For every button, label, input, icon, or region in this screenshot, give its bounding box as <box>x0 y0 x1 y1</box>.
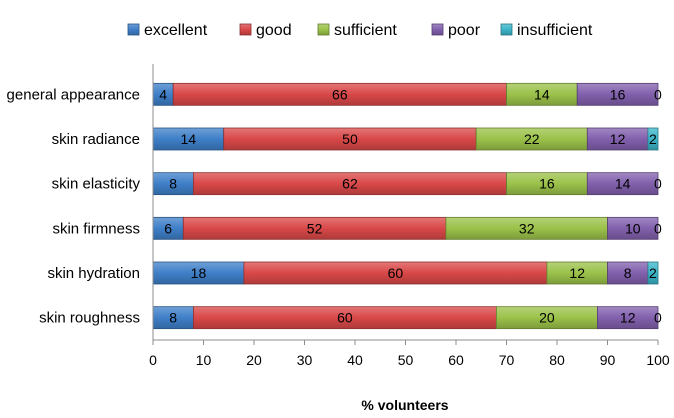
value-label-skin-elasticity-excellent: 8 <box>169 176 177 192</box>
value-label-skin-roughness-sufficient: 20 <box>539 310 555 326</box>
bar-skin-elasticity-poor <box>586 172 659 196</box>
legend-label-insufficient: insufficient <box>517 22 593 39</box>
value-label-skin-hydration-excellent: 18 <box>191 265 207 281</box>
value-label-skin-roughness-poor: 12 <box>620 310 636 326</box>
value-label-skin-roughness-excellent: 8 <box>169 310 177 326</box>
x-tick-label-50: 50 <box>398 352 414 368</box>
value-label-skin-firmness-good: 52 <box>307 220 323 236</box>
value-label-skin-hydration-sufficient: 12 <box>569 265 585 281</box>
legend-label-sufficient: sufficient <box>334 22 397 39</box>
legend-label-excellent: excellent <box>144 22 208 39</box>
value-label-skin-radiance-poor: 12 <box>610 131 626 147</box>
value-label-general-appearance-good: 66 <box>332 86 348 102</box>
legend-swatch-sufficient <box>317 23 330 36</box>
value-label-skin-firmness-excellent: 6 <box>164 220 172 236</box>
x-tick-label-100: 100 <box>646 352 670 368</box>
value-label-skin-elasticity-poor: 14 <box>615 176 631 192</box>
legend-swatch-poor <box>431 23 444 36</box>
value-label-skin-elasticity-sufficient: 16 <box>539 176 555 192</box>
legend-label-good: good <box>256 22 292 39</box>
x-tick-label-10: 10 <box>196 352 212 368</box>
legend-label-poor: poor <box>448 22 481 39</box>
x-axis: 0 10 20 30 40 50 60 70 80 90 100 <box>149 64 670 368</box>
x-tick-label-30: 30 <box>297 352 313 368</box>
value-label-skin-firmness-sufficient: 32 <box>519 220 535 236</box>
plot-area: general appearance 4 66 14 16 0 skin radiance 1… <box>7 82 662 330</box>
value-label-skin-radiance-excellent: 14 <box>181 131 197 147</box>
value-label-skin-firmness-poor: 10 <box>625 220 641 236</box>
value-label-skin-elasticity-good: 62 <box>342 176 358 192</box>
value-label-skin-roughness-insufficient: 0 <box>654 310 662 326</box>
value-label-skin-radiance-good: 50 <box>342 131 358 147</box>
legend-swatch-insufficient <box>500 23 513 36</box>
bar-skin-roughness-poor <box>597 306 659 330</box>
legend: excellent good sufficient poor insufficient <box>127 22 593 39</box>
category-label-general-appearance: general appearance <box>7 86 140 103</box>
category-label-skin-hydration: skin hydration <box>47 265 140 282</box>
value-label-skin-hydration-insufficient: 2 <box>649 265 657 281</box>
legend-swatch-excellent <box>127 23 140 36</box>
category-label-skin-elasticity: skin elasticity <box>52 176 141 193</box>
value-label-skin-firmness-insufficient: 0 <box>654 220 662 236</box>
value-label-skin-roughness-good: 60 <box>337 310 353 326</box>
x-tick-label-70: 70 <box>499 352 515 368</box>
category-label-skin-roughness: skin roughness <box>39 310 140 327</box>
x-tick-label-40: 40 <box>347 352 363 368</box>
bar-skin-radiance-insufficient <box>647 127 659 151</box>
legend-swatch-good <box>239 23 252 36</box>
value-label-skin-hydration-poor: 8 <box>624 265 632 281</box>
bar-general-appearance-poor <box>576 82 659 106</box>
value-label-general-appearance-insufficient: 0 <box>654 86 662 102</box>
value-label-skin-radiance-insufficient: 2 <box>649 131 657 147</box>
value-label-general-appearance-poor: 16 <box>610 86 626 102</box>
value-label-general-appearance-excellent: 4 <box>159 86 167 102</box>
x-tick-label-60: 60 <box>448 352 464 368</box>
value-label-skin-radiance-sufficient: 22 <box>524 131 540 147</box>
value-label-skin-hydration-good: 60 <box>388 265 404 281</box>
x-tick-label-20: 20 <box>246 352 262 368</box>
value-label-skin-elasticity-insufficient: 0 <box>654 176 662 192</box>
bar-skin-hydration-insufficient <box>647 261 659 285</box>
x-axis-title: % volunteers <box>361 397 448 413</box>
x-tick-label-0: 0 <box>149 352 157 368</box>
x-tick-label-90: 90 <box>600 352 616 368</box>
category-label-skin-firmness: skin firmness <box>52 220 140 237</box>
value-label-general-appearance-sufficient: 14 <box>534 86 550 102</box>
x-tick-label-80: 80 <box>549 352 565 368</box>
bar-skin-firmness-poor <box>607 216 659 240</box>
category-label-skin-radiance: skin radiance <box>52 131 140 148</box>
